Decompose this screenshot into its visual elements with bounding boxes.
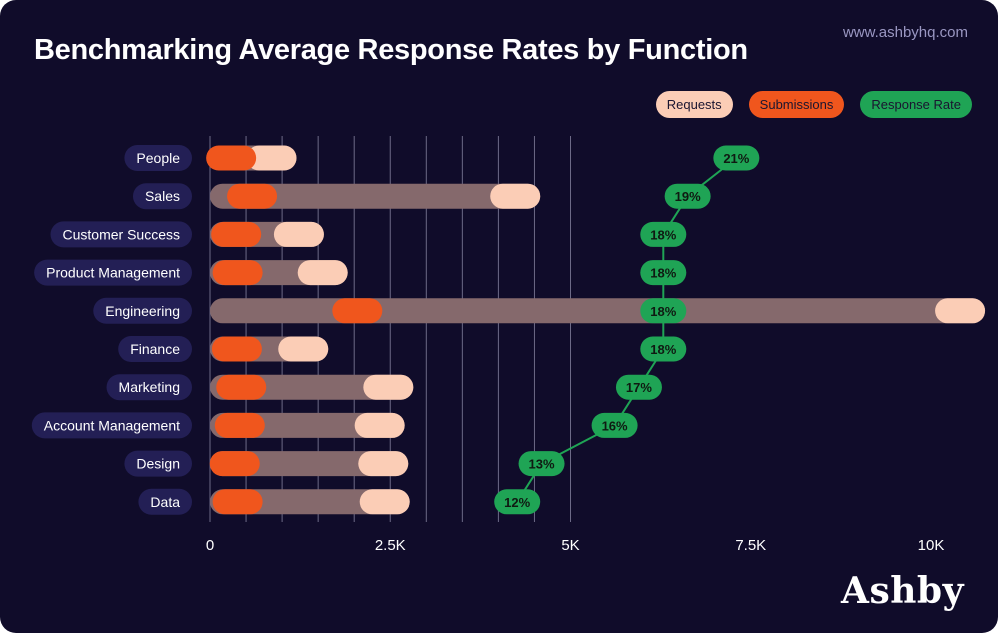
response-rate-label: 18% (650, 304, 676, 319)
response-rate-label: 18% (650, 342, 676, 357)
submissions-bar (211, 336, 262, 362)
x-tick-label: 0 (206, 537, 214, 554)
category-pill (34, 259, 192, 286)
requests-bar-end (297, 260, 348, 286)
category-label: Customer Success (63, 226, 180, 242)
submissions-bar (212, 260, 263, 286)
response-rate-pill (640, 298, 687, 324)
response-rate-label: 17% (626, 380, 652, 395)
response-rate-pill (640, 260, 687, 286)
response-rate-pill (615, 374, 662, 400)
response-rate-pill (518, 451, 565, 477)
response-rate-pill (494, 489, 541, 515)
response-rate-label: 16% (602, 418, 628, 433)
category-label: People (136, 150, 180, 166)
requests-bar-end (278, 336, 329, 362)
chart-title: Benchmarking Average Response Rates by F… (34, 34, 748, 66)
category-label: Marketing (119, 379, 180, 395)
category-label: Data (150, 494, 180, 510)
response-rate-label: 19% (675, 189, 701, 204)
legend-submissions: Submissions (748, 91, 845, 118)
legend-response-rate: Response Rate (860, 91, 972, 118)
submissions-bar (209, 451, 260, 477)
x-tick-label: 2.5K (375, 537, 406, 554)
category-label: Finance (130, 341, 180, 357)
requests-track (210, 451, 409, 477)
chart-legend: Requests Submissions Response Rate (655, 91, 972, 118)
requests-bar-end (363, 374, 414, 400)
submissions-bar (206, 145, 257, 171)
response-rate-line (516, 157, 737, 503)
response-rate-pill (664, 183, 711, 209)
category-label: Sales (145, 188, 180, 204)
requests-bar-end (358, 451, 409, 477)
submissions-bar (212, 489, 263, 515)
category-pill (124, 450, 192, 477)
requests-bar-end (354, 412, 405, 438)
submissions-bar (216, 374, 267, 400)
x-tick-label: 10K (918, 537, 945, 554)
category-pill (124, 145, 192, 171)
category-label: Product Management (46, 265, 180, 281)
requests-bar-end (490, 183, 541, 209)
category-pill (118, 336, 192, 362)
x-tick-label: 5K (561, 537, 579, 554)
category-pill (138, 488, 192, 515)
website-url: www.ashbyhq.com (842, 24, 968, 41)
category-label: Engineering (105, 303, 180, 319)
category-label: Account Management (44, 417, 180, 433)
category-label: Design (136, 456, 180, 472)
requests-bar-end (273, 221, 324, 247)
response-rate-pill (591, 412, 638, 438)
requests-bar-end (246, 145, 297, 171)
submissions-bar (214, 412, 265, 438)
ashby-logo: Ashby (841, 570, 964, 612)
category-pill (106, 374, 192, 401)
response-rate-label: 21% (723, 151, 749, 166)
response-rate-pill (713, 145, 760, 171)
response-rate-label: 18% (650, 227, 676, 242)
submissions-bar (332, 298, 383, 324)
category-pill (93, 297, 192, 324)
requests-track (210, 298, 986, 324)
response-rate-pill (640, 336, 687, 362)
category-pill (132, 183, 192, 210)
legend-requests: Requests (655, 91, 733, 118)
requests-bar-end (359, 489, 410, 515)
category-pill (50, 221, 192, 248)
requests-bar-end (935, 298, 986, 324)
requests-track (210, 183, 541, 209)
x-tick-label: 7.5K (735, 537, 766, 554)
submissions-bar (211, 221, 262, 247)
response-rate-label: 18% (650, 266, 676, 281)
response-rate-pill (640, 221, 687, 247)
response-rate-label: 13% (529, 457, 555, 472)
response-rate-label: 12% (504, 495, 530, 510)
category-pill (31, 412, 192, 439)
submissions-bar (227, 183, 278, 209)
